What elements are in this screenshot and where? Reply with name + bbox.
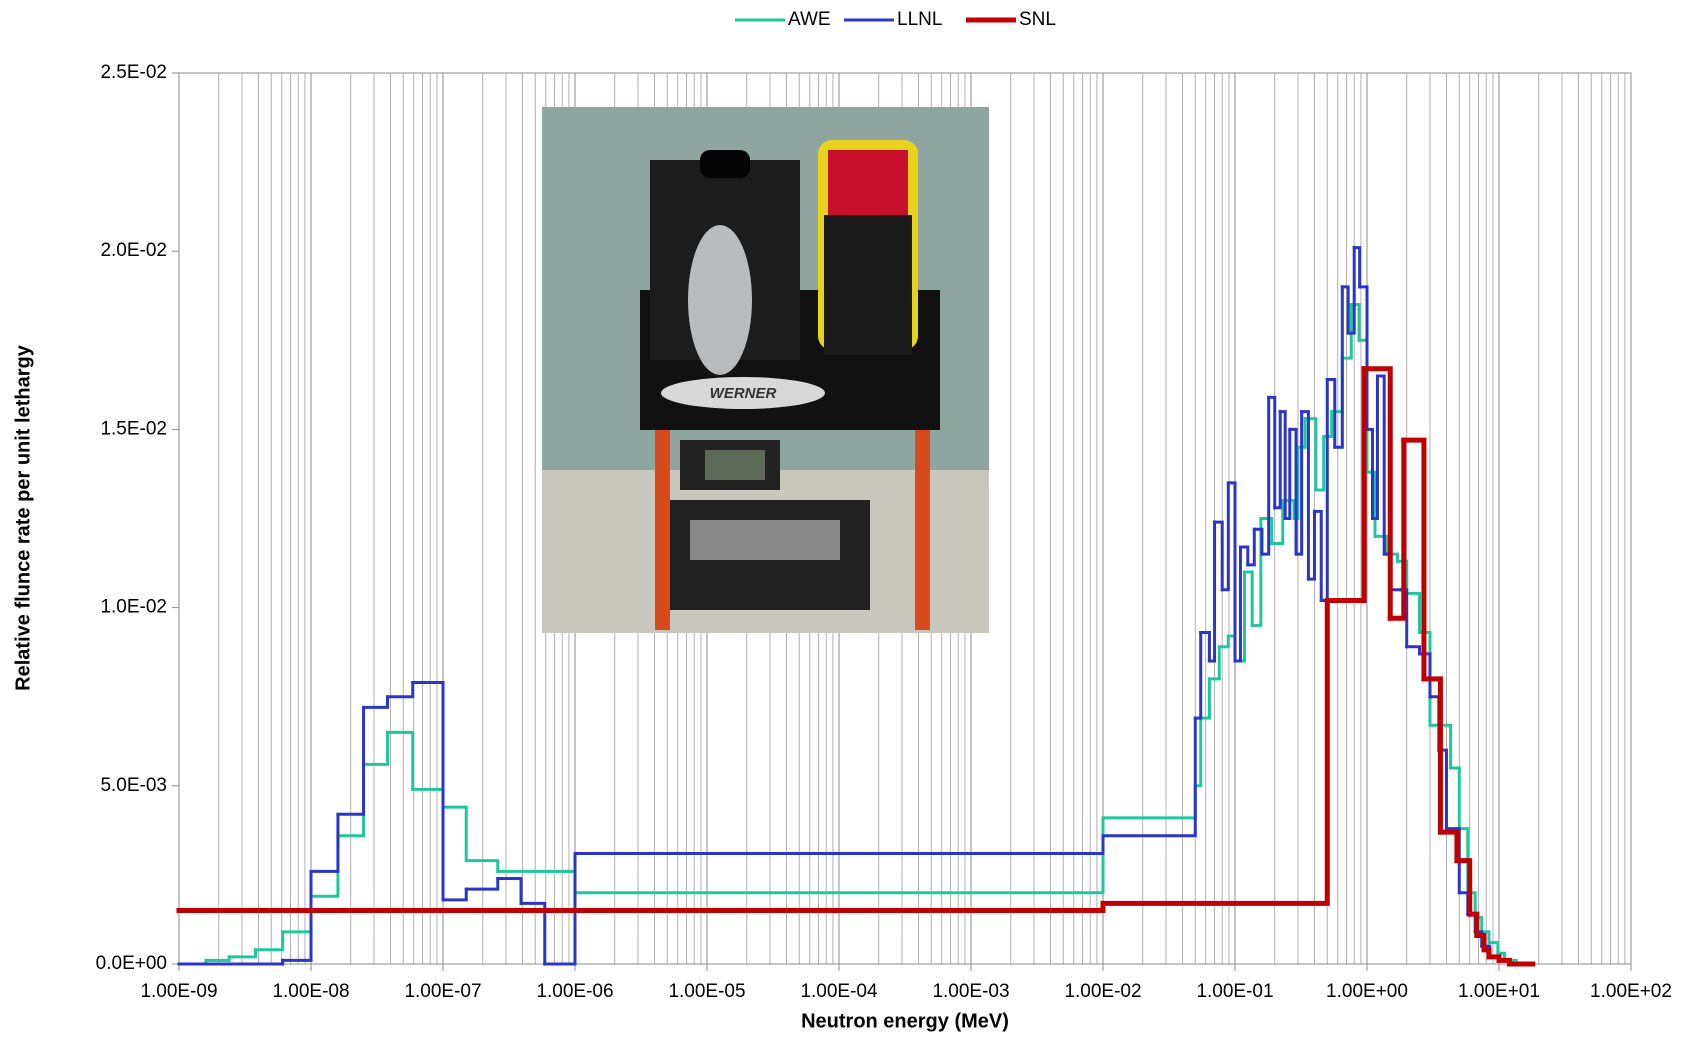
step-segment (498, 871, 575, 892)
legend-label: LLNL (897, 9, 942, 30)
x-tick-label: 1.00E-05 (668, 981, 745, 1002)
inset-photo: WERNER (542, 107, 989, 633)
step-segment (388, 682, 413, 696)
x-tick-label: 1.00E+00 (1326, 981, 1408, 1002)
step-segment (413, 682, 443, 899)
y-axis-title: Relative flunce rate per unit lethargy (12, 344, 34, 691)
step-segment (1470, 914, 1477, 935)
y-tick-label: 2.0E-02 (100, 240, 167, 261)
x-tick-label: 1.00E-08 (272, 981, 349, 1002)
x-tick-label: 1.00E-09 (140, 981, 217, 1002)
x-tick-label: 1.00E-06 (536, 981, 613, 1002)
step-segment (413, 789, 443, 807)
step-segment (256, 932, 283, 950)
legend-label: AWE (788, 9, 831, 30)
photo-keys (690, 520, 840, 560)
step-segment (283, 871, 311, 960)
x-tick-label: 1.00E+02 (1590, 981, 1672, 1002)
chart: Neutron energy (MeV) Relative flunce rat… (0, 0, 1696, 1042)
photo-leg (655, 430, 670, 630)
step-segment (443, 889, 466, 900)
y-tick-label: 2.5E-02 (100, 62, 167, 83)
photo-source (688, 225, 752, 375)
photo-detector (824, 215, 912, 355)
y-tick-label: 5.0E-03 (100, 775, 167, 796)
step-segment (1103, 786, 1195, 818)
page: Neutron energy (MeV) Relative flunce rat… (0, 0, 1696, 1042)
photo-logo-text: WERNER (710, 385, 777, 402)
photo-screen (705, 450, 765, 480)
x-tick-label: 1.00E-07 (404, 981, 481, 1002)
step-segment (388, 732, 413, 789)
step-segment (1327, 369, 1364, 601)
step-segment (1468, 914, 1475, 932)
x-tick-label: 1.00E-04 (800, 981, 878, 1002)
y-tick-label: 1.5E-02 (100, 418, 167, 439)
step-segment (1407, 593, 1420, 632)
x-axis-title: Neutron energy (MeV) (801, 1010, 1009, 1032)
step-segment (498, 878, 521, 903)
x-tick-label: 1.00E-01 (1196, 981, 1273, 1002)
step-segment (1424, 679, 1440, 832)
step-segment (1451, 768, 1460, 829)
step-segment (311, 836, 338, 897)
x-tick-label: 1.00E+01 (1458, 981, 1540, 1002)
step-segment (179, 960, 283, 964)
step-segment (1219, 636, 1228, 647)
step-segment (1407, 647, 1420, 654)
legend-label: SNL (1019, 9, 1056, 30)
step-segment (364, 732, 388, 764)
step-segment (466, 878, 498, 889)
photo-cylinder (700, 150, 750, 178)
step-segment (1195, 633, 1200, 719)
x-tick-label: 1.00E-02 (1064, 981, 1141, 1002)
step-segment (443, 807, 466, 860)
y-tick-label: 1.0E-02 (100, 597, 167, 618)
step-segment (179, 903, 1103, 910)
photo-red (828, 150, 908, 220)
step-segment (206, 957, 229, 961)
y-tick-label: 0.0E+00 (96, 953, 167, 974)
photo-leg (915, 430, 930, 630)
x-tick-label: 1.00E-03 (932, 981, 1009, 1002)
step-segment (1459, 893, 1468, 914)
step-segment (311, 814, 338, 871)
step-segment (283, 896, 311, 932)
step-segment (364, 697, 388, 708)
step-segment (1332, 358, 1343, 411)
step-segment (1440, 832, 1456, 861)
step-segment (466, 861, 498, 872)
